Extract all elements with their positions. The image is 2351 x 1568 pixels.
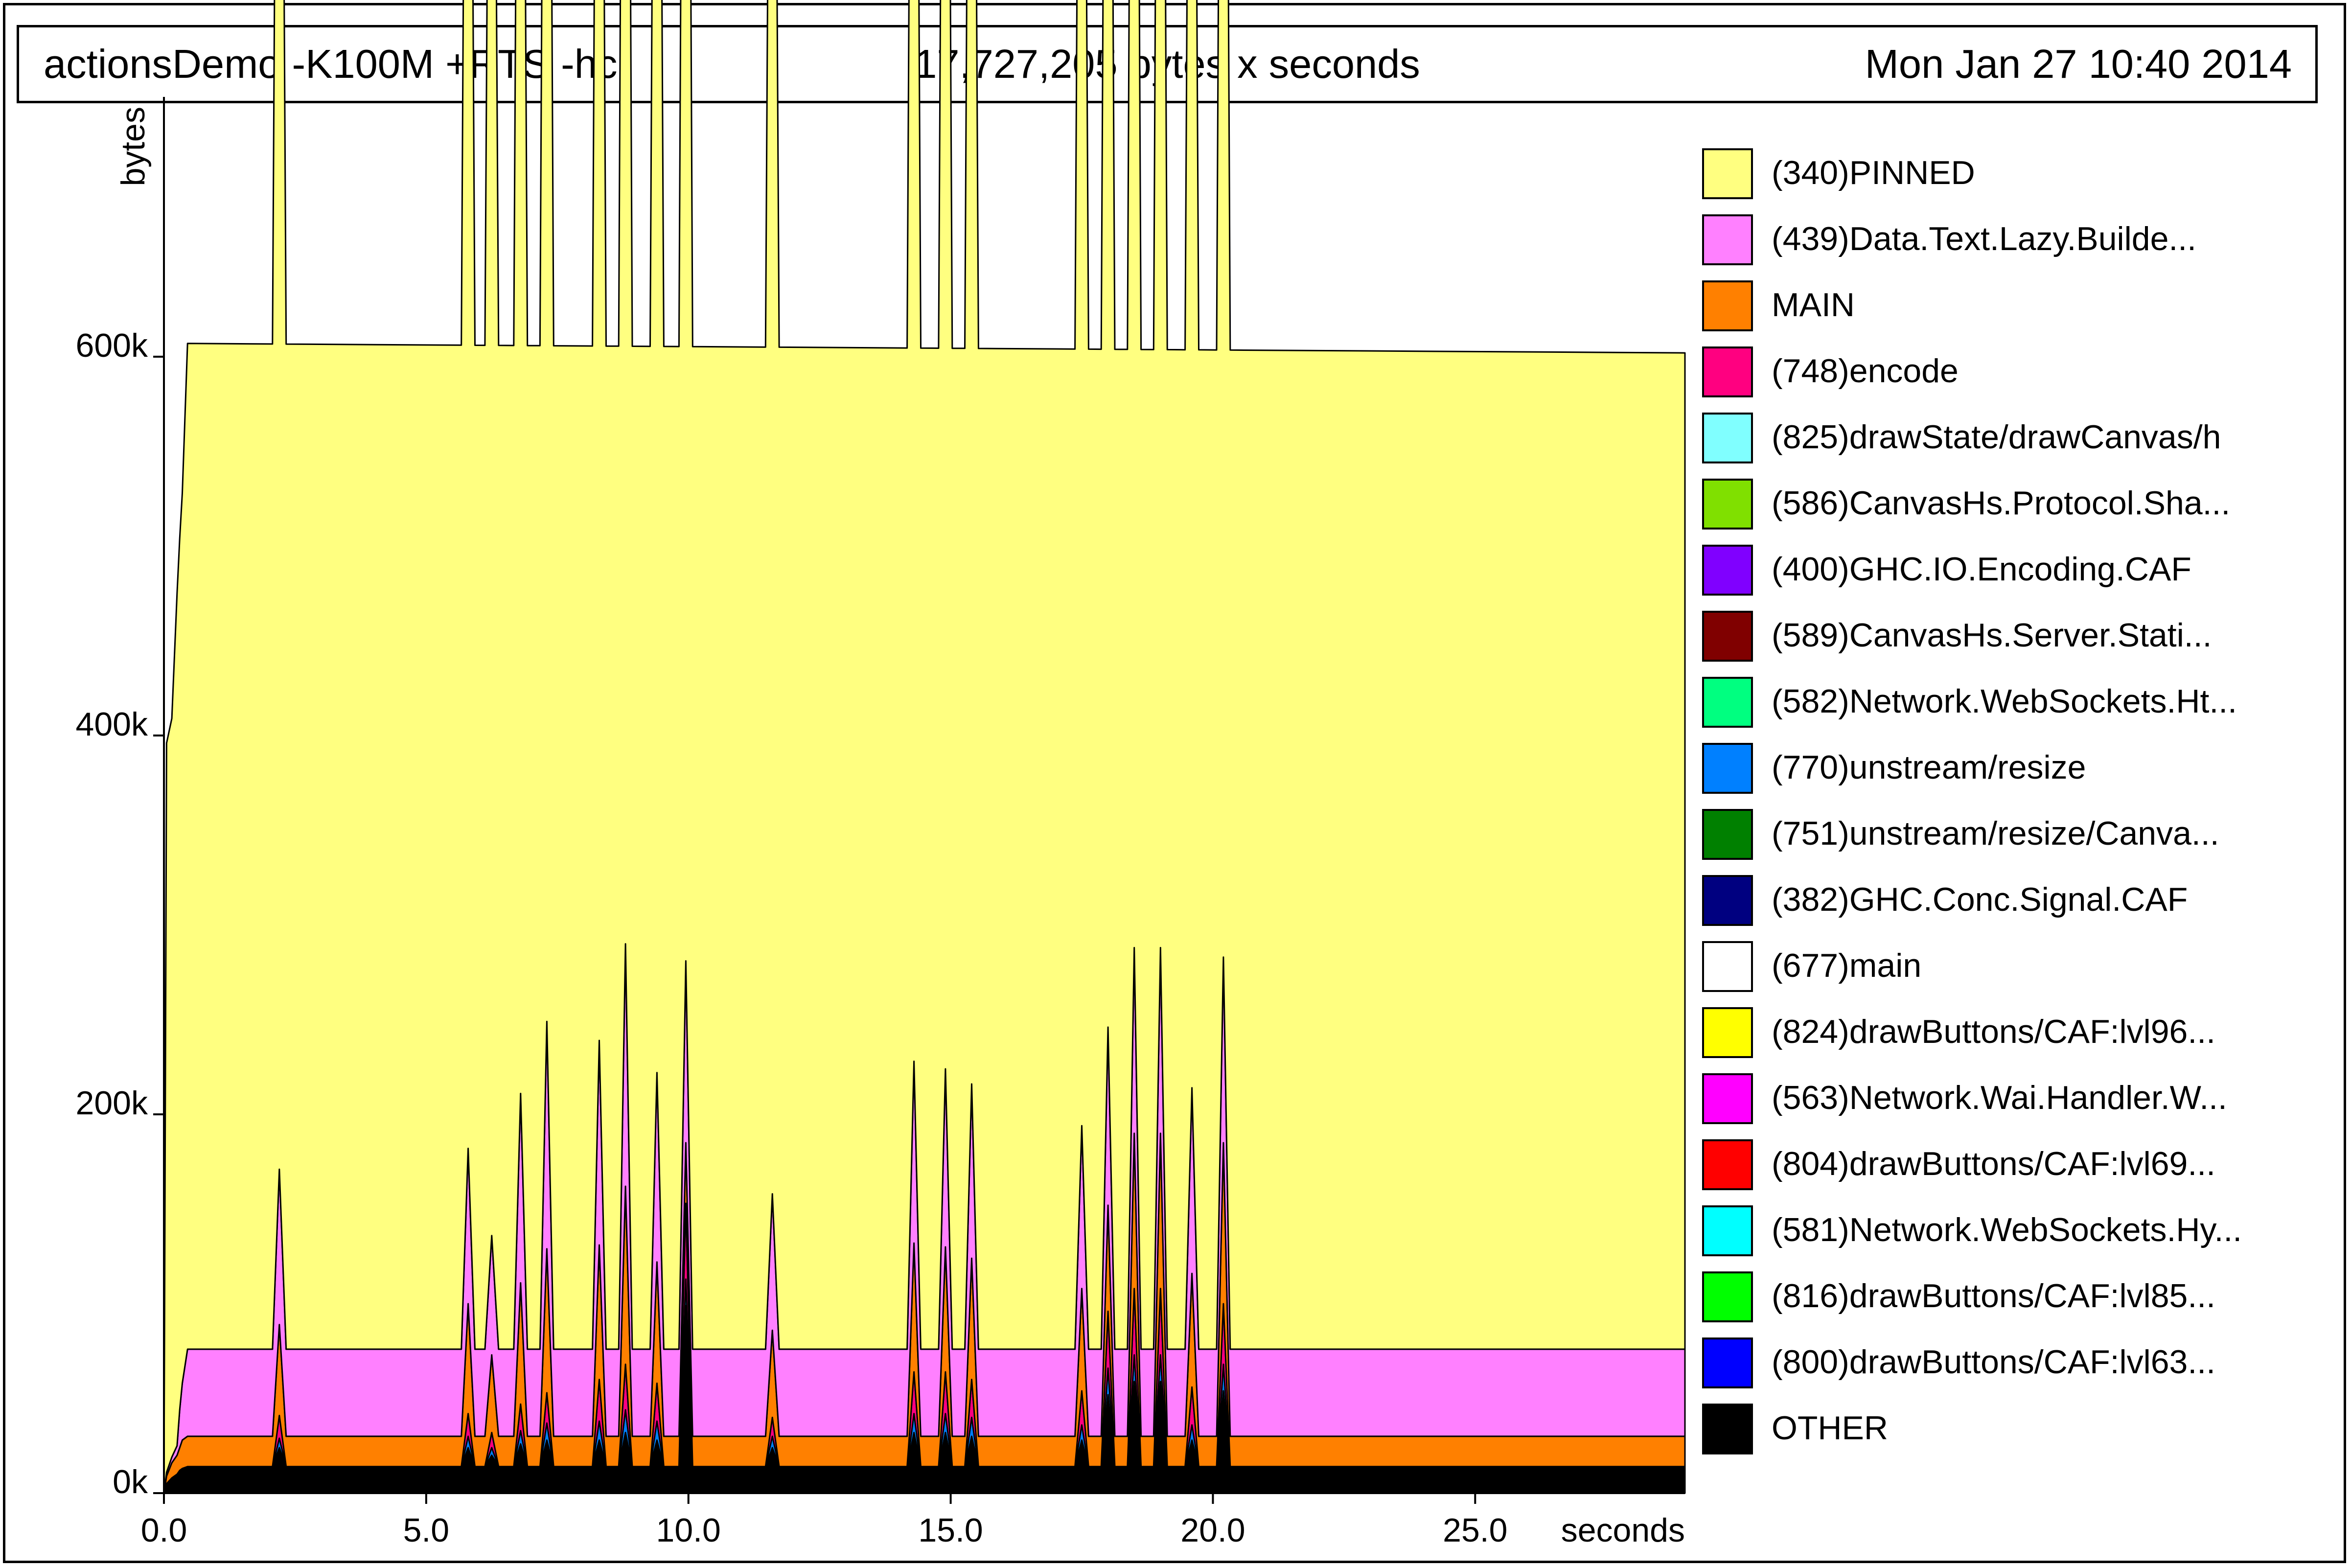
legend-swatch — [1702, 214, 1753, 265]
legend-swatch — [1702, 346, 1753, 397]
legend-swatch — [1702, 1271, 1753, 1322]
y-tick-label: 200k — [76, 1084, 148, 1122]
legend-swatch — [1702, 677, 1753, 728]
x-tick-label: 0.0 — [141, 1512, 187, 1549]
y-axis-label: bytes — [115, 107, 152, 186]
legend-label: (825)drawState/drawCanvas/h — [1772, 418, 2221, 456]
legend-swatch — [1702, 611, 1753, 662]
legend-label: (677)main — [1772, 947, 1921, 984]
legend-label: (800)drawButtons/CAF:lvl63... — [1772, 1343, 2215, 1381]
stacked-areas — [163, 0, 1686, 1494]
legend-label: (751)unstream/resize/Canva... — [1772, 815, 2219, 852]
legend-label: (382)GHC.Conc.Signal.CAF — [1772, 881, 2188, 918]
legend-swatch — [1702, 545, 1753, 596]
legend-label: (581)Network.WebSockets.Hy... — [1772, 1211, 2242, 1248]
legend-label: (589)CanvasHs.Server.Stati... — [1772, 617, 2212, 654]
x-tick-label: 25.0 — [1443, 1512, 1507, 1549]
legend-swatch — [1702, 1073, 1753, 1124]
legend-swatch — [1702, 1139, 1753, 1190]
legend-swatch — [1702, 941, 1753, 992]
legend-label: (340)PINNED — [1772, 154, 1975, 191]
y-tick-label: 400k — [76, 706, 148, 743]
legend-swatch — [1702, 1404, 1753, 1454]
x-tick-label: 10.0 — [656, 1512, 721, 1549]
legend-label: (816)drawButtons/CAF:lvl85... — [1772, 1277, 2215, 1314]
legend-swatch — [1702, 875, 1753, 926]
legend-swatch — [1702, 1007, 1753, 1058]
y-tick-label: 600k — [76, 327, 148, 364]
run-date: Mon Jan 27 10:40 2014 — [1865, 41, 2292, 87]
plot-frame — [3, 3, 2346, 1563]
legend: (340)PINNED (439)Data.Text.Lazy.Builde...… — [1702, 148, 2242, 1454]
legend-swatch — [1702, 479, 1753, 530]
area-series-19 — [163, 0, 1686, 1494]
legend-swatch — [1702, 1205, 1753, 1256]
legend-label: OTHER — [1772, 1409, 1888, 1447]
legend-swatch — [1702, 1337, 1753, 1388]
legend-swatch — [1702, 280, 1753, 331]
legend-swatch — [1702, 743, 1753, 794]
legend-swatch — [1702, 148, 1753, 199]
legend-swatch — [1702, 413, 1753, 463]
legend-label: (748)encode — [1772, 352, 1959, 390]
y-tick-label: 0k — [113, 1463, 148, 1500]
legend-label: (770)unstream/resize — [1772, 749, 2086, 786]
legend-label: (563)Network.Wai.Handler.W... — [1772, 1079, 2227, 1116]
total-bytes-seconds: 17,727,205 bytes x seconds — [914, 41, 1420, 87]
x-tick-label: 20.0 — [1180, 1512, 1245, 1549]
legend-label: (582)Network.WebSockets.Ht... — [1772, 683, 2237, 720]
x-tick-label: 5.0 — [403, 1512, 450, 1549]
axes: 0.0 5.0 10.0 15.0 20.0 25.0 0k 200k 400k 600k seco… — [76, 97, 1685, 1549]
legend-swatch — [1702, 809, 1753, 860]
x-axis-label: seconds — [1561, 1512, 1685, 1549]
legend-label: (804)drawButtons/CAF:lvl69... — [1772, 1145, 2215, 1182]
x-tick-label: 15.0 — [918, 1512, 983, 1549]
legend-label: (586)CanvasHs.Protocol.Sha... — [1772, 484, 2230, 522]
legend-label: (439)Data.Text.Lazy.Builde... — [1772, 220, 2196, 257]
legend-label: MAIN — [1772, 286, 1855, 323]
legend-label: (400)GHC.IO.Encoding.CAF — [1772, 551, 2191, 588]
legend-label: (824)drawButtons/CAF:lvl96... — [1772, 1013, 2215, 1050]
